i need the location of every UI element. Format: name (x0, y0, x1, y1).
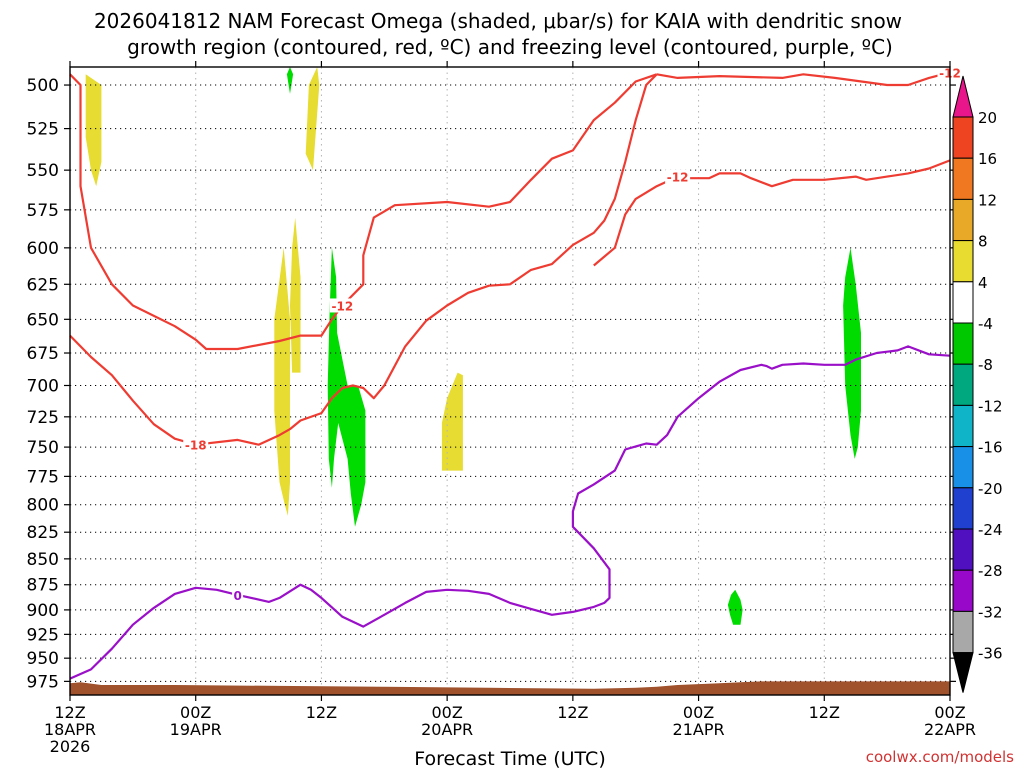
y-tick-label: 650 (27, 310, 59, 330)
colorbar-label: 16 (978, 150, 997, 168)
colorbar-label: 4 (978, 274, 988, 292)
freezing_0-contour (69, 345, 951, 680)
plot-frame (69, 66, 951, 696)
colorbar-bin (952, 198, 974, 242)
y-tick-label: 975 (27, 672, 59, 692)
colorbar-bin (952, 528, 974, 571)
colorbar-bin (952, 610, 974, 654)
x-tick-label: 12Z (54, 703, 85, 722)
x-tick-label: 00Z (683, 703, 714, 722)
y-tick-label: 675 (27, 344, 59, 364)
dgz_-12_right-label-bg (665, 169, 691, 184)
x-tick-label: 2026 (50, 737, 91, 756)
colorbar-bottom-arrow (952, 652, 974, 693)
colorbar-label: 8 (978, 233, 988, 251)
x-axis-title: Forecast Time (UTC) (414, 748, 605, 768)
y-tick-label: 575 (27, 201, 59, 221)
chart-title-line2: growth region (contoured, red, ºC) and f… (127, 35, 893, 59)
colorbar-label: -28 (978, 562, 1003, 580)
colorbar-label: -32 (978, 603, 1003, 621)
colorbar-label: -36 (978, 645, 1003, 663)
colorbar-label: -12 (978, 397, 1003, 415)
downward-omega-region (727, 589, 743, 625)
upward-omega-region (85, 74, 102, 187)
y-tick-label: 775 (27, 467, 59, 487)
x-tick-label: 19APR (170, 720, 222, 739)
downward-omega-region (286, 67, 294, 94)
dgz_-12_right-contour (593, 159, 951, 267)
colorbar-bin (952, 487, 974, 530)
x-tick-label: 20APR (421, 720, 473, 739)
dgz_-18-label: -18 (185, 439, 207, 453)
plot-area: -12-12-12-180 (69, 65, 963, 695)
y-tick-label: 925 (27, 625, 59, 645)
y-tick-label: 850 (27, 550, 59, 570)
dgz_-12_right-label: -12 (667, 171, 689, 185)
colorbar-label: -16 (978, 439, 1003, 457)
x-tick-label: 12Z (306, 703, 337, 722)
x-tick-label: 18APR (44, 720, 96, 739)
dgz_-12_upper-label-bg (329, 298, 355, 313)
dgz_-18-label-bg (183, 437, 209, 452)
y-tick-label: 825 (27, 523, 59, 543)
colorbar: 20 16 12 8 4 -4 -8 -12 -16 -20 -24 -28 -32 -36 (952, 75, 1003, 693)
x-tick-label: 22APR (924, 720, 976, 739)
colorbar-label: -8 (978, 356, 993, 374)
dgz_-12_upper-label: -12 (332, 299, 354, 313)
colorbar-bin (952, 569, 974, 612)
colorbar-bin (952, 116, 974, 159)
x-tick-label: 12Z (557, 703, 588, 722)
y-tick-label: 700 (27, 376, 59, 396)
downward-omega-region (843, 247, 861, 459)
colorbar-label: -20 (978, 480, 1003, 498)
colorbar-bin (952, 240, 974, 283)
y-tick-label: 725 (27, 408, 59, 428)
chart-title-line1: 2026041812 NAM Forecast Omega (shaded, μ… (94, 9, 902, 33)
freezing_0-label: 0 (233, 589, 241, 603)
y-tick-label: 800 (27, 496, 59, 516)
upward-omega-region (441, 372, 463, 471)
colorbar-bin (952, 157, 974, 200)
credit-text: coolwx.com/models (866, 748, 1014, 766)
x-tick-label: 12Z (809, 703, 840, 722)
upward-omega-region (274, 247, 290, 516)
dgz_-12_mid-contour (656, 71, 951, 87)
x-tick-label: 00Z (180, 703, 211, 722)
y-axis: 500 525 550 575 600 625 650 675 700 725 750 775 800 8… (27, 76, 956, 692)
x-tick-label: 00Z (431, 703, 462, 722)
colorbar-label: 12 (978, 191, 997, 209)
colorbar-bin (952, 322, 974, 365)
y-tick-label: 625 (27, 275, 59, 295)
upward-omega-region (305, 67, 320, 171)
colorbar-bin (952, 404, 974, 448)
y-tick-label: 600 (27, 239, 59, 259)
y-tick-label: 750 (27, 438, 59, 458)
y-tick-label: 900 (27, 601, 59, 621)
freezing_0-label-bg (232, 587, 244, 602)
colorbar-label: 20 (978, 109, 997, 127)
y-tick-label: 500 (27, 76, 59, 96)
upward-omega-region (290, 217, 301, 373)
colorbar-label: -24 (978, 521, 1003, 539)
colorbar-bin (952, 281, 974, 324)
colorbar-bin (952, 446, 974, 489)
y-tick-label: 525 (27, 120, 59, 140)
x-tick-label: 00Z (934, 703, 965, 722)
colorbar-bin (952, 363, 974, 406)
colorbar-label: -4 (978, 315, 993, 333)
ground-terrain (70, 681, 950, 695)
x-tick-label: 21APR (673, 720, 725, 739)
y-tick-label: 550 (27, 161, 59, 181)
y-tick-label: 875 (27, 576, 59, 596)
y-tick-label: 950 (27, 649, 59, 669)
